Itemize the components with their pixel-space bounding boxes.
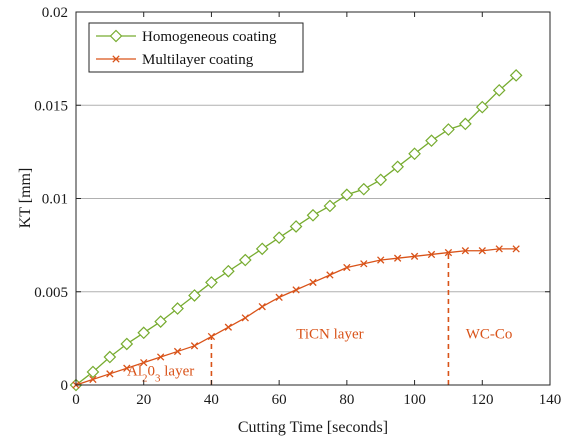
- text-run: TiCN layer: [296, 326, 363, 342]
- data-point: [258, 303, 266, 311]
- data-point: [444, 248, 453, 257]
- legend: Homogeneous coating Multilayer coating: [88, 22, 304, 73]
- x-tick-label: 40: [204, 392, 219, 408]
- annotations: Al203 layer TiCN layer WC-Co: [127, 252, 513, 385]
- y-tick-label: 0.005: [34, 285, 68, 301]
- data-point: [222, 264, 235, 278]
- data-point: [190, 342, 199, 350]
- text-run: 0: [148, 364, 156, 380]
- data-point: [173, 347, 182, 356]
- subscript: 2: [142, 373, 148, 385]
- data-point: [408, 147, 421, 161]
- x-tick-label: 140: [539, 392, 562, 408]
- data-point: [427, 250, 436, 259]
- legend-label: Multilayer coating: [142, 52, 254, 68]
- data-point: [492, 83, 506, 97]
- legend-marker: [112, 55, 120, 63]
- data-point: [391, 160, 404, 174]
- data-point: [459, 117, 472, 131]
- ticn-layer-label: TiCN layer: [296, 326, 363, 342]
- series-homogeneous: [69, 69, 523, 392]
- y-axis-title: KT [mm]: [17, 168, 34, 229]
- data-point: [410, 252, 419, 260]
- subscript: 3: [155, 373, 161, 385]
- series-group: [69, 69, 523, 392]
- al2o3-layer-label: Al203 layer: [127, 364, 194, 385]
- data-point: [241, 314, 249, 322]
- data-point: [207, 332, 216, 341]
- data-point: [357, 182, 371, 196]
- data-point: [323, 199, 337, 213]
- data-point: [120, 337, 134, 351]
- data-point: [377, 256, 385, 264]
- legend-marker: [109, 29, 123, 43]
- data-point: [509, 69, 523, 82]
- data-point: [238, 253, 252, 267]
- data-point: [137, 326, 151, 340]
- data-point: [326, 271, 334, 279]
- data-point: [306, 208, 320, 222]
- data-point: [461, 247, 470, 255]
- data-point: [343, 263, 351, 272]
- data-point: [340, 188, 354, 202]
- x-tick-label: 0: [72, 392, 80, 408]
- data-point: [188, 289, 201, 302]
- x-tick-label: 20: [136, 392, 151, 408]
- data-point: [86, 365, 100, 379]
- data-point: [140, 358, 148, 367]
- x-tick-label: 60: [272, 392, 287, 408]
- data-point: [478, 247, 486, 255]
- y-tick-label: 0.02: [42, 5, 68, 21]
- data-point: [374, 173, 388, 187]
- wc-co-layer-label: WC-Co: [466, 326, 513, 342]
- data-point: [224, 323, 233, 331]
- data-point: [442, 123, 455, 136]
- x-tick-label: 100: [403, 392, 426, 408]
- data-point: [309, 278, 317, 287]
- data-point: [475, 100, 489, 114]
- data-point: [156, 353, 165, 361]
- y-tick-label: 0.015: [34, 98, 68, 114]
- data-point: [255, 242, 269, 256]
- legend-box: [88, 22, 304, 73]
- text-run: layer: [161, 364, 195, 380]
- data-point: [272, 231, 286, 245]
- gridlines: [76, 104, 550, 293]
- y-tick-label: 0: [61, 378, 69, 394]
- data-point: [512, 245, 520, 253]
- legend-label: Homogeneous coating: [142, 29, 277, 45]
- data-point: [289, 220, 303, 233]
- series-multilayer: [72, 245, 520, 389]
- data-point: [103, 350, 117, 364]
- text-run: Al: [127, 364, 142, 380]
- text-run: WC-Co: [466, 326, 513, 342]
- y-tick-label: 0.01: [42, 192, 68, 208]
- data-point: [275, 293, 283, 302]
- data-point: [393, 254, 402, 262]
- data-point: [205, 276, 218, 289]
- x-tick-label: 120: [471, 392, 494, 408]
- data-point: [360, 260, 368, 268]
- data-point: [425, 134, 438, 148]
- x-tick-label: 80: [339, 392, 354, 408]
- data-point: [89, 375, 97, 384]
- data-point: [123, 364, 131, 372]
- data-point: [154, 315, 167, 328]
- data-point: [106, 370, 114, 378]
- x-axis-title: Cutting Time [seconds]: [238, 419, 388, 436]
- data-point: [292, 286, 300, 294]
- data-point: [495, 245, 503, 253]
- data-point: [171, 302, 184, 315]
